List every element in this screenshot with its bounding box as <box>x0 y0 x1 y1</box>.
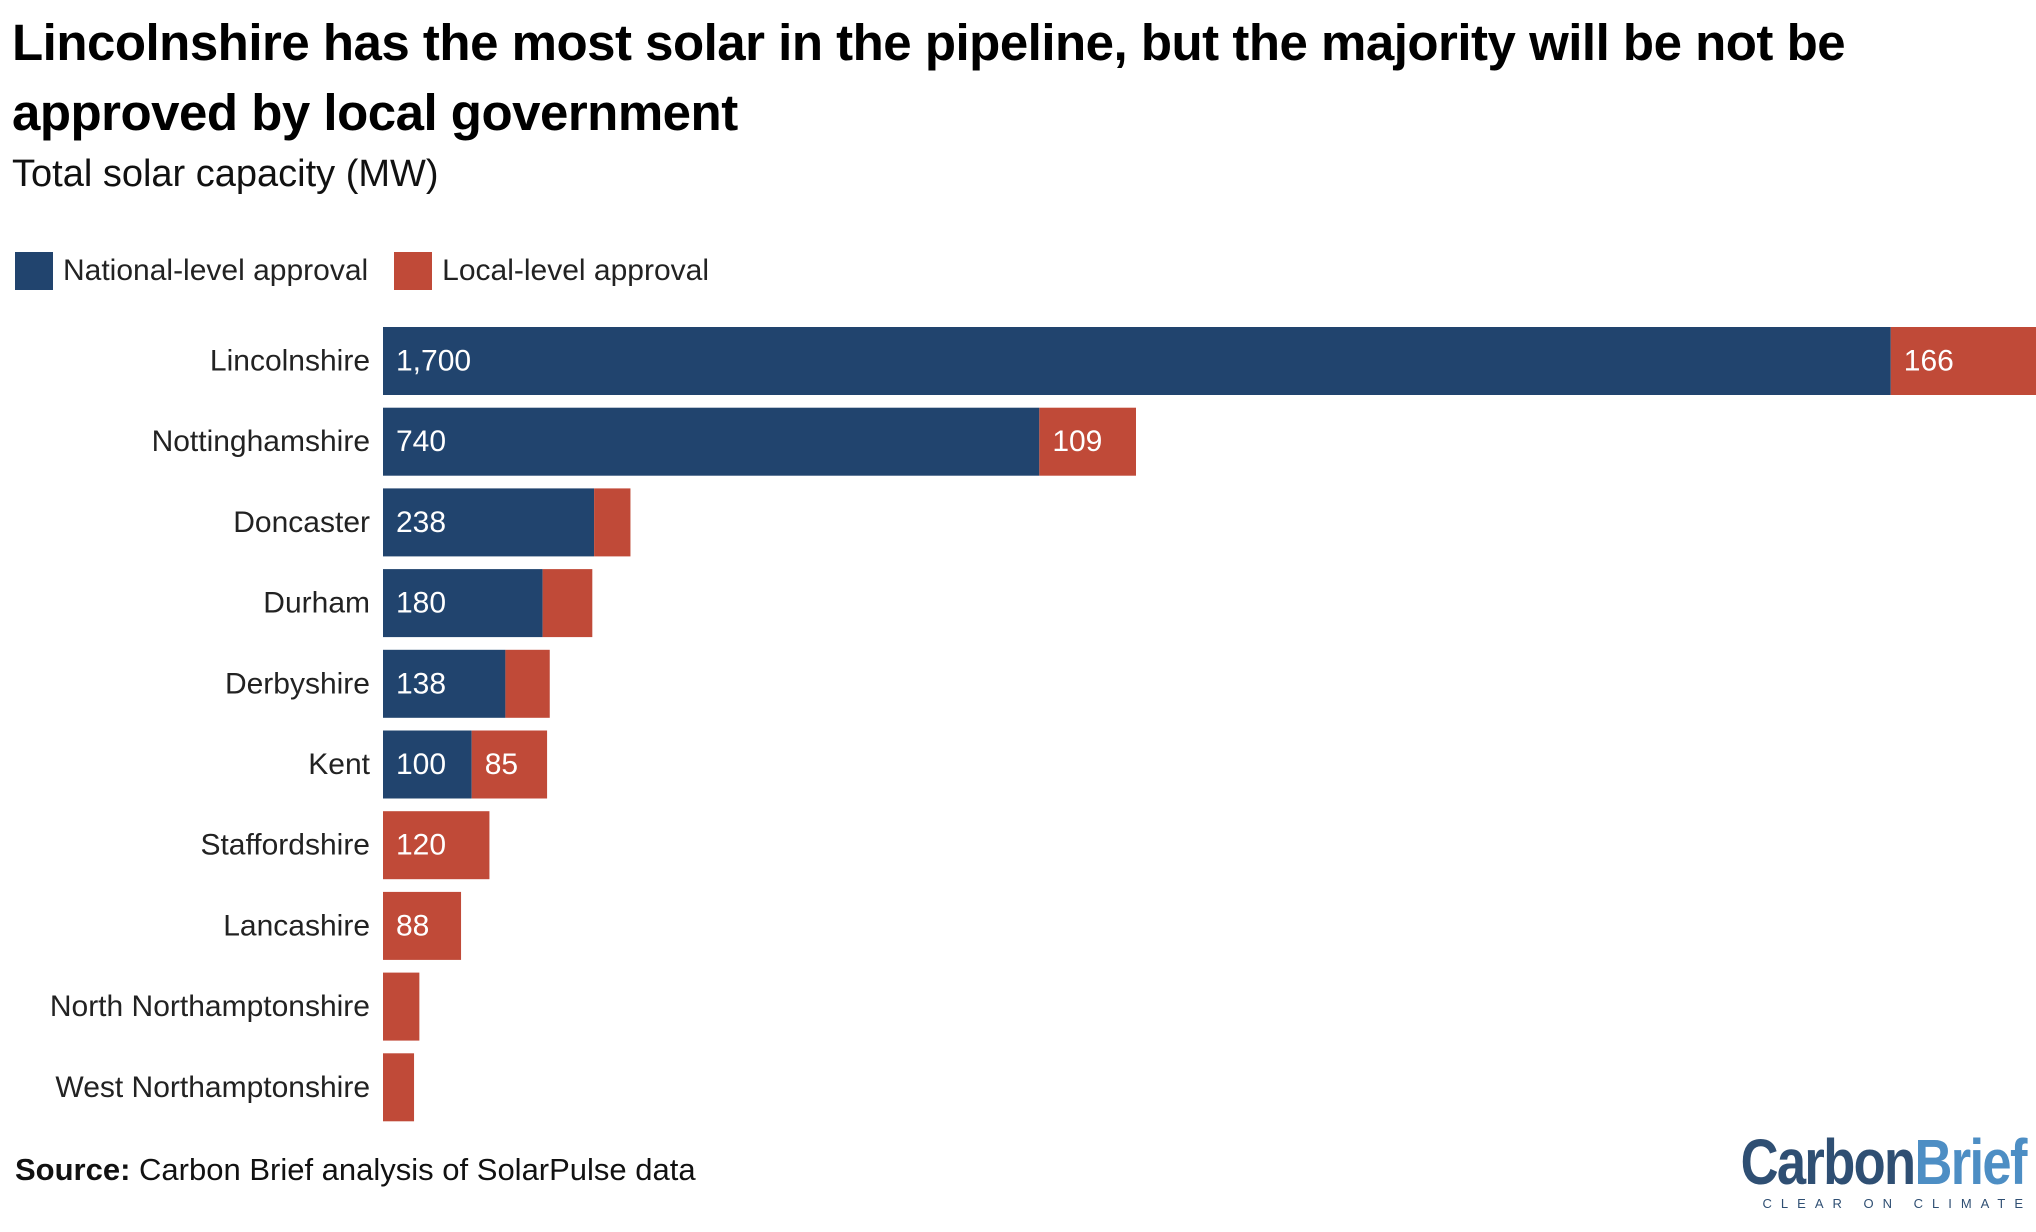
bar-local-doncaster <box>594 488 631 557</box>
logo-carbon: Carbon <box>1740 1126 1916 1198</box>
data-label-national-derbyshire: 138 <box>396 667 446 700</box>
category-label-lincolnshire: Lincolnshire <box>210 345 370 378</box>
bar-local-north-northamptonshire <box>383 972 420 1041</box>
data-label-national-kent: 100 <box>396 748 446 781</box>
chart-title: Lincolnshire has the most solar in the p… <box>12 14 1846 141</box>
legend-label-local: Local-level approval <box>442 254 709 287</box>
legend-swatch-national <box>15 252 53 290</box>
bar-national-kent <box>383 730 472 799</box>
category-label-west-northamptonshire: West Northamptonshire <box>55 1071 370 1104</box>
category-label-north-northamptonshire: North Northamptonshire <box>50 990 370 1023</box>
source-note: Source: Carbon Brief analysis of SolarPu… <box>15 1152 696 1188</box>
data-label-local-kent: 85 <box>485 748 518 781</box>
bar-local-lincolnshire <box>1890 327 2036 395</box>
bar-national-lincolnshire <box>383 327 1891 395</box>
legend-swatch-local <box>394 252 433 290</box>
bar-local-staffordshire <box>383 811 490 880</box>
bar-local-lancashire <box>383 891 462 960</box>
legend: National-level approval Local-level appr… <box>15 252 735 290</box>
logo-tagline: CLEAR ON CLIMATE <box>1762 1196 2032 1211</box>
data-label-local-nottinghamshire: 109 <box>1052 425 1102 458</box>
data-label-local-staffordshire: 120 <box>396 829 446 862</box>
legend-item-national: National-level approval <box>15 252 368 290</box>
bar-local-nottinghamshire <box>1039 407 1136 476</box>
data-label-national-lincolnshire: 1,700 <box>396 345 471 378</box>
category-label-nottinghamshire: Nottinghamshire <box>152 425 370 458</box>
data-label-local-lancashire: 88 <box>396 909 429 942</box>
bar-national-nottinghamshire <box>383 407 1040 476</box>
legend-label-national: National-level approval <box>63 254 369 287</box>
data-label-local-lincolnshire: 166 <box>1904 345 1954 378</box>
logo-brief: Brief <box>1914 1126 2028 1198</box>
bar-local-kent <box>471 730 548 799</box>
category-label-kent: Kent <box>308 748 370 781</box>
logo-wordmark: CarbonBrief <box>1741 1130 2028 1194</box>
category-label-lancashire: Lancashire <box>223 909 370 942</box>
carbon-brief-logo: CarbonBrief CLEAR ON CLIMATE <box>1678 1130 2028 1211</box>
bar-local-west-northamptonshire <box>383 1053 415 1122</box>
category-label-derbyshire: Derbyshire <box>225 667 370 700</box>
bar-chart: Lincolnshire 1,700 166 Nottinghamshire 740 10… <box>50 327 2036 1122</box>
bar-local-durham <box>542 569 593 638</box>
category-label-durham: Durham <box>263 587 370 620</box>
data-label-national-nottinghamshire: 740 <box>396 425 446 458</box>
source-text: Carbon Brief analysis of SolarPulse data <box>139 1152 696 1187</box>
bar-national-derbyshire <box>383 649 506 718</box>
bar-national-doncaster <box>383 488 595 557</box>
chart-subtitle: Total solar capacity (MW) <box>12 153 439 195</box>
bar-local-derbyshire <box>505 649 550 718</box>
data-label-national-doncaster: 238 <box>396 506 446 539</box>
source-label: Source: <box>15 1152 131 1187</box>
bar-national-durham <box>383 569 543 638</box>
category-label-staffordshire: Staffordshire <box>200 829 370 862</box>
legend-item-local: Local-level approval <box>394 252 709 290</box>
category-label-doncaster: Doncaster <box>233 506 370 539</box>
data-label-national-durham: 180 <box>396 587 446 620</box>
